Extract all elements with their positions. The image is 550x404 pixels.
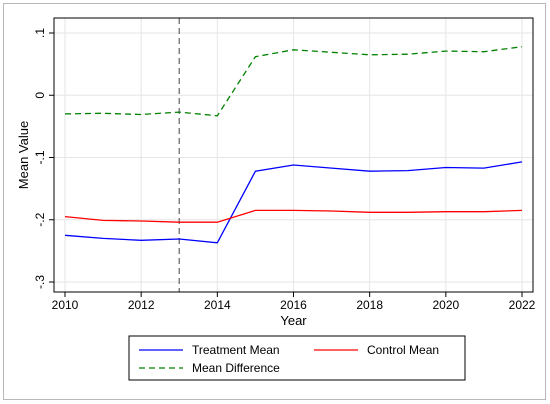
x-tick-label-2010: 2010 [52,298,79,312]
y-tick-label-0: 0 [33,92,47,99]
y-axis-label: Mean Value [16,121,31,189]
grid-lines [54,18,533,292]
x-tick-label-2012: 2012 [128,298,155,312]
legend: Treatment Mean Control Mean Mean Differenc… [128,335,466,381]
legend-box [128,335,466,381]
series-line-0 [64,161,523,244]
y-tick-label--.1: -.1 [33,150,47,164]
series-layer [64,46,523,244]
x-tick-label-2018: 2018 [356,298,383,312]
y-tick-label-.1: .1 [33,28,47,38]
x-tick-label-2020: 2020 [432,298,459,312]
legend-label-0: Treatment Mean [192,343,280,357]
y-axis-ticks: -.3 -.2 -.1 0 .1 [33,28,54,289]
x-axis-ticks: 2010 2012 2014 2016 2018 2020 2022 [52,292,536,312]
legend-label-2: Mean Difference [192,361,280,375]
x-tick-label-2014: 2014 [204,298,231,312]
y-tick-label--.2: -.2 [33,212,47,226]
chart-frame [3,3,546,400]
series-line-2 [64,46,523,117]
series-line-1 [64,209,523,223]
x-tick-label-2022: 2022 [509,298,536,312]
legend-label-1: Control Mean [367,343,439,357]
x-tick-label-2016: 2016 [280,298,307,312]
x-axis-label: Year [280,313,307,328]
y-tick-label--.3: -.3 [33,275,47,289]
